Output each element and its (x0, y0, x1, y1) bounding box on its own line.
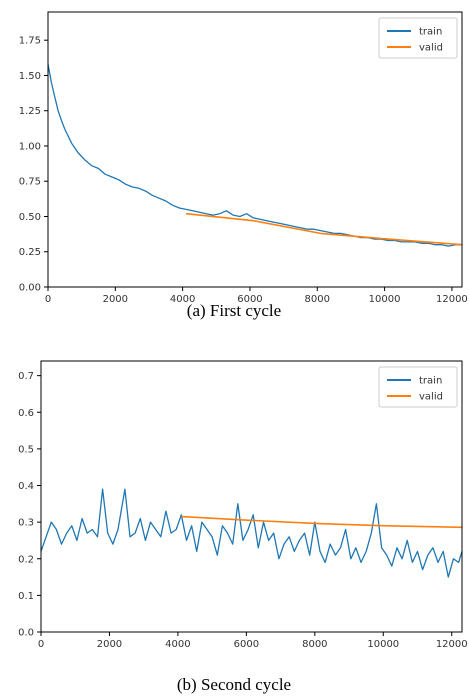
legend-valid-label: valid (419, 392, 443, 403)
x-tick-label: 12000 (436, 639, 468, 650)
y-tick-label: 0.75 (19, 177, 41, 188)
legend-train-label: train (419, 376, 442, 387)
chart-second-cycle: 0.0 0.1 0.2 0.3 0.4 0.5 0.6 0.7 0 2000 4000 6000 80… (18, 360, 468, 694)
y-ticks: 0.00 0.25 0.50 0.75 1.00 1.25 1.50 1.75 (19, 36, 48, 294)
y-tick-label: 1.50 (19, 71, 41, 82)
y-tick-label: 0.5 (18, 444, 34, 455)
plot-frame (40, 360, 463, 633)
caption: (b) Second cycle (177, 675, 291, 694)
y-tick-label: 0.0 (18, 628, 34, 639)
x-tick-label: 8000 (302, 639, 327, 650)
legend: train valid (378, 17, 458, 59)
x-tick-label: 12000 (436, 294, 468, 305)
series-line-valid (185, 212, 463, 246)
series-line-valid (181, 515, 463, 529)
x-tick-label: 10000 (369, 294, 401, 305)
y-ticks: 0.0 0.1 0.2 0.3 0.4 0.5 0.6 0.7 (18, 371, 41, 639)
chart-first-cycle: 0.00 0.25 0.50 0.75 1.00 1.25 1.50 1.75 0 2000 40… (19, 11, 468, 320)
y-tick-label: 0.4 (18, 481, 34, 492)
y-tick-label: 0.25 (19, 247, 41, 258)
y-tick-label: 0.3 (18, 518, 34, 529)
y-tick-label: 0.50 (19, 212, 41, 223)
x-tick-label: 2000 (97, 639, 122, 650)
y-tick-label: 0.00 (19, 283, 41, 294)
x-ticks: 0 2000 4000 6000 8000 10000 12000 (38, 632, 468, 650)
x-tick-label: 4000 (165, 639, 190, 650)
y-tick-label: 0.7 (18, 371, 34, 382)
series-group (40, 488, 463, 578)
legend-box (378, 366, 458, 408)
x-tick-label: 4000 (170, 294, 195, 305)
y-tick-label: 1.00 (19, 141, 41, 152)
legend-box (378, 17, 458, 59)
x-tick-label: 6000 (237, 294, 262, 305)
x-tick-label: 0 (38, 639, 44, 650)
series-group (47, 64, 463, 247)
x-ticks: 0 2000 4000 6000 8000 10000 12000 (45, 287, 468, 305)
y-tick-label: 0.1 (18, 591, 34, 602)
plot-frame (47, 11, 463, 288)
x-tick-label: 0 (45, 294, 51, 305)
series-line-train (40, 488, 463, 578)
y-tick-label: 0.2 (18, 554, 34, 565)
y-tick-label: 1.75 (19, 36, 41, 47)
series-line-train (47, 64, 462, 247)
y-tick-label: 1.25 (19, 106, 41, 117)
x-tick-label: 10000 (367, 639, 399, 650)
caption: (a) First cycle (187, 301, 281, 320)
x-tick-label: 8000 (305, 294, 330, 305)
legend-valid-label: valid (419, 43, 443, 54)
x-tick-label: 6000 (234, 639, 259, 650)
legend-train-label: train (419, 27, 442, 38)
x-tick-label: 2000 (103, 294, 128, 305)
legend: train valid (378, 366, 458, 408)
y-tick-label: 0.6 (18, 408, 34, 419)
